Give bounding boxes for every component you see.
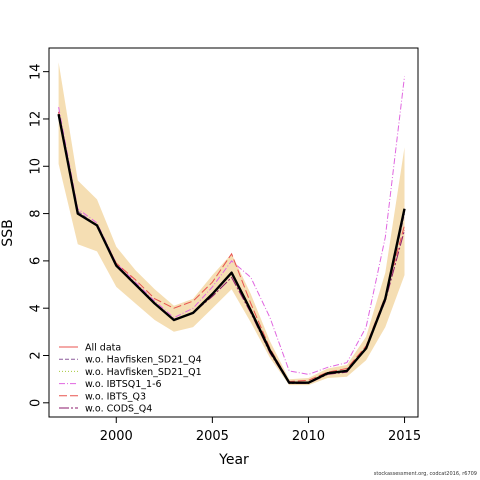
legend-label-4: w.o. IBTS_Q3 bbox=[85, 391, 146, 402]
y-tick-label: 2 bbox=[29, 351, 44, 359]
y-axis-title: SSB bbox=[0, 219, 16, 246]
footer-credit: stockassessment.org, codcat2016, r6709 bbox=[373, 471, 477, 477]
legend-label-1: w.o. Havfisken_SD21_Q4 bbox=[85, 355, 202, 366]
legend-label-2: w.o. Havfisken_SD21_Q1 bbox=[85, 367, 202, 378]
x-tick-label: 2005 bbox=[196, 429, 229, 444]
y-tick-label: 8 bbox=[28, 209, 43, 217]
y-tick-label: 6 bbox=[28, 257, 43, 265]
legend-label-3: w.o. IBTSQ1_1-6 bbox=[85, 379, 162, 390]
plot-area bbox=[57, 62, 406, 386]
legend-label-5: w.o. CODS_Q4 bbox=[85, 404, 152, 415]
y-tick-label: 4 bbox=[28, 304, 43, 312]
confidence-band-area bbox=[58, 62, 405, 386]
y-tick-label: 14 bbox=[28, 63, 43, 80]
legend-label-0: All data bbox=[85, 343, 121, 354]
y-axis: 0 2 4 6 8 10 12 14 bbox=[28, 63, 50, 407]
confidence-band bbox=[58, 62, 405, 386]
main-estimate bbox=[57, 113, 406, 384]
series-lines bbox=[58, 76, 405, 384]
y-tick-label: 12 bbox=[28, 111, 43, 128]
series-line-3 bbox=[58, 76, 405, 375]
x-axis-title: Year bbox=[218, 452, 249, 468]
x-tick-label: 2010 bbox=[292, 429, 325, 444]
main-estimate-line bbox=[57, 113, 406, 384]
y-tick-label: 10 bbox=[28, 158, 43, 175]
y-tick-label: 0 bbox=[29, 399, 44, 407]
x-tick-label: 2015 bbox=[388, 429, 421, 444]
x-axis: 2000 2005 2010 2015 bbox=[100, 416, 421, 444]
x-tick-label: 2000 bbox=[100, 429, 133, 444]
